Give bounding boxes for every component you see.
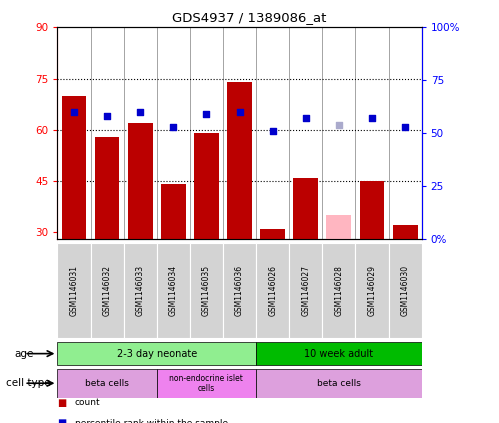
FancyBboxPatch shape	[57, 368, 157, 398]
FancyBboxPatch shape	[57, 342, 256, 365]
Text: GSM1146029: GSM1146029	[367, 265, 376, 316]
FancyBboxPatch shape	[157, 243, 190, 338]
Text: GDS4937 / 1389086_at: GDS4937 / 1389086_at	[172, 11, 327, 24]
Text: GSM1146032: GSM1146032	[103, 265, 112, 316]
FancyBboxPatch shape	[256, 243, 289, 338]
FancyBboxPatch shape	[289, 243, 322, 338]
FancyBboxPatch shape	[256, 368, 422, 398]
Text: 2-3 day neonate: 2-3 day neonate	[117, 349, 197, 359]
Text: GSM1146036: GSM1146036	[235, 265, 244, 316]
Text: GSM1146030: GSM1146030	[401, 265, 410, 316]
FancyBboxPatch shape	[355, 243, 389, 338]
Text: cell type: cell type	[6, 378, 51, 388]
FancyBboxPatch shape	[190, 243, 223, 338]
Text: beta cells: beta cells	[85, 379, 129, 388]
Text: GSM1146028: GSM1146028	[334, 265, 343, 316]
Point	[169, 124, 177, 130]
Text: GSM1146026: GSM1146026	[268, 265, 277, 316]
FancyBboxPatch shape	[322, 243, 355, 338]
Bar	[293, 178, 318, 239]
FancyBboxPatch shape	[256, 342, 422, 365]
Point	[70, 109, 78, 115]
FancyBboxPatch shape	[57, 243, 90, 338]
Point	[401, 124, 409, 130]
FancyBboxPatch shape	[389, 243, 422, 338]
FancyBboxPatch shape	[157, 368, 256, 398]
Text: ■: ■	[57, 398, 67, 408]
Point	[268, 128, 276, 135]
FancyBboxPatch shape	[223, 243, 256, 338]
Bar	[128, 123, 153, 239]
Text: 10 week adult: 10 week adult	[304, 349, 373, 359]
Bar	[360, 181, 384, 239]
Point	[103, 113, 111, 120]
Text: GSM1146033: GSM1146033	[136, 265, 145, 316]
Bar	[61, 96, 86, 239]
Point	[136, 109, 144, 115]
Bar	[393, 225, 418, 239]
Point	[236, 109, 244, 115]
Text: GSM1146035: GSM1146035	[202, 265, 211, 316]
Text: GSM1146031: GSM1146031	[69, 265, 78, 316]
Text: ■: ■	[57, 418, 67, 423]
Point	[203, 111, 211, 118]
FancyBboxPatch shape	[90, 243, 124, 338]
FancyBboxPatch shape	[124, 243, 157, 338]
Bar	[194, 133, 219, 239]
Text: beta cells: beta cells	[317, 379, 361, 388]
Text: percentile rank within the sample: percentile rank within the sample	[75, 418, 228, 423]
Text: GSM1146027: GSM1146027	[301, 265, 310, 316]
Text: non-endocrine islet
cells: non-endocrine islet cells	[170, 374, 244, 393]
Bar	[260, 229, 285, 239]
Point	[368, 115, 376, 122]
Text: age: age	[14, 349, 33, 359]
Bar	[95, 137, 119, 239]
Bar	[161, 184, 186, 239]
Bar	[326, 215, 351, 239]
Bar	[227, 82, 252, 239]
Text: GSM1146034: GSM1146034	[169, 265, 178, 316]
Point	[335, 121, 343, 128]
Text: count: count	[75, 398, 100, 407]
Point	[302, 115, 310, 122]
